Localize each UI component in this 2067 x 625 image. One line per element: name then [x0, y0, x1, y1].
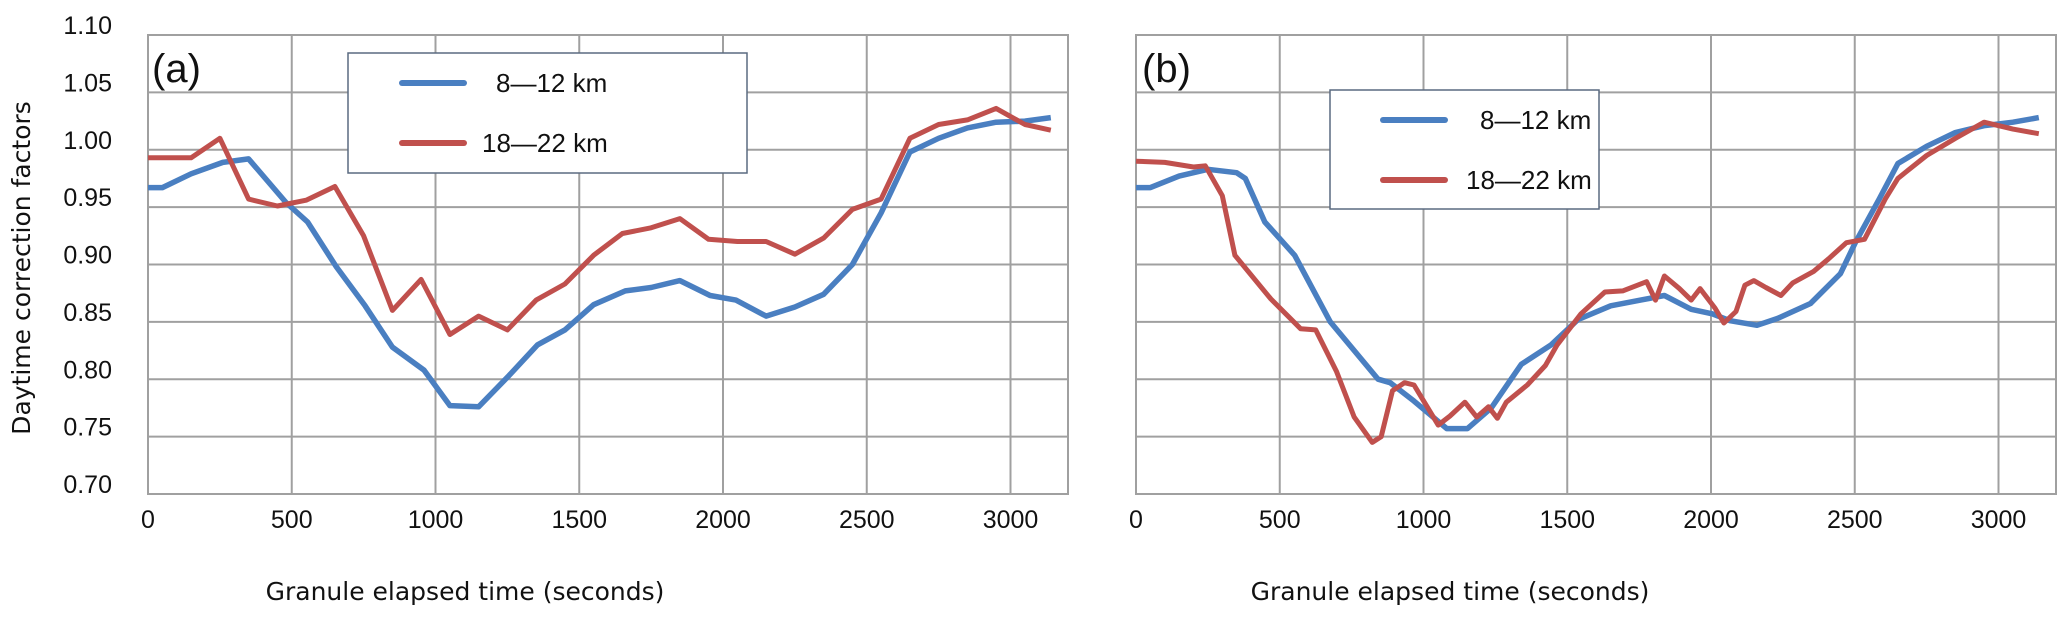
y-tick-label: 0.80 — [63, 356, 112, 384]
panel-label-b: (b) — [1142, 47, 1191, 91]
legend-a: 8—12 km 18—22 km — [347, 52, 748, 174]
y-tick-label: 0.70 — [63, 471, 112, 499]
legend-label: 8—12 km — [1480, 105, 1591, 135]
x-tick-label: 1500 — [1539, 506, 1595, 534]
x-tick-label: 500 — [1259, 506, 1301, 534]
series-line-18-22km — [1135, 119, 2040, 445]
series-line-18-22km — [148, 105, 1052, 337]
legend-box — [1329, 89, 1600, 210]
x-tick-label: 3000 — [1971, 506, 2027, 534]
x-tick-label: 1000 — [1396, 506, 1452, 534]
y-tick-label: 0.75 — [63, 414, 112, 442]
legend-label: 18—22 km — [482, 128, 608, 158]
legend-label: 18—22 km — [1466, 165, 1592, 195]
x-tick-label: 500 — [271, 506, 313, 534]
panel-label-a: (a) — [152, 47, 201, 91]
y-tick-label: 1.05 — [63, 69, 112, 97]
x-tick-label: 0 — [1129, 506, 1143, 534]
legend-b: 8—12 km 18—22 km — [1329, 89, 1600, 210]
legend-label: 8—12 km — [496, 68, 607, 98]
x-tick-label: 2500 — [839, 506, 895, 534]
y-tick-label: 0.95 — [63, 184, 112, 212]
x-axis-title-b: Granule elapsed time (seconds) — [1251, 577, 1650, 606]
x-axis-title-a: Granule elapsed time (seconds) — [266, 577, 665, 606]
y-tick-label: 0.90 — [63, 242, 112, 270]
series-line-8-12km — [1136, 114, 2040, 432]
x-tick-label: 2500 — [1827, 506, 1883, 534]
x-tick-label: 2000 — [1683, 506, 1739, 534]
y-axis-title: Daytime correction factors — [7, 101, 36, 435]
x-tick-label: 0 — [141, 506, 155, 534]
x-tick-label: 1000 — [408, 506, 464, 534]
y-tick-label: 0.85 — [63, 299, 112, 327]
x-tick-label: 2000 — [695, 506, 751, 534]
x-tick-label: 3000 — [983, 506, 1039, 534]
y-tick-label: 1.10 — [63, 12, 112, 40]
y-tick-label: 1.00 — [63, 127, 112, 155]
x-tick-label: 1500 — [551, 506, 607, 534]
legend-box — [347, 52, 748, 174]
